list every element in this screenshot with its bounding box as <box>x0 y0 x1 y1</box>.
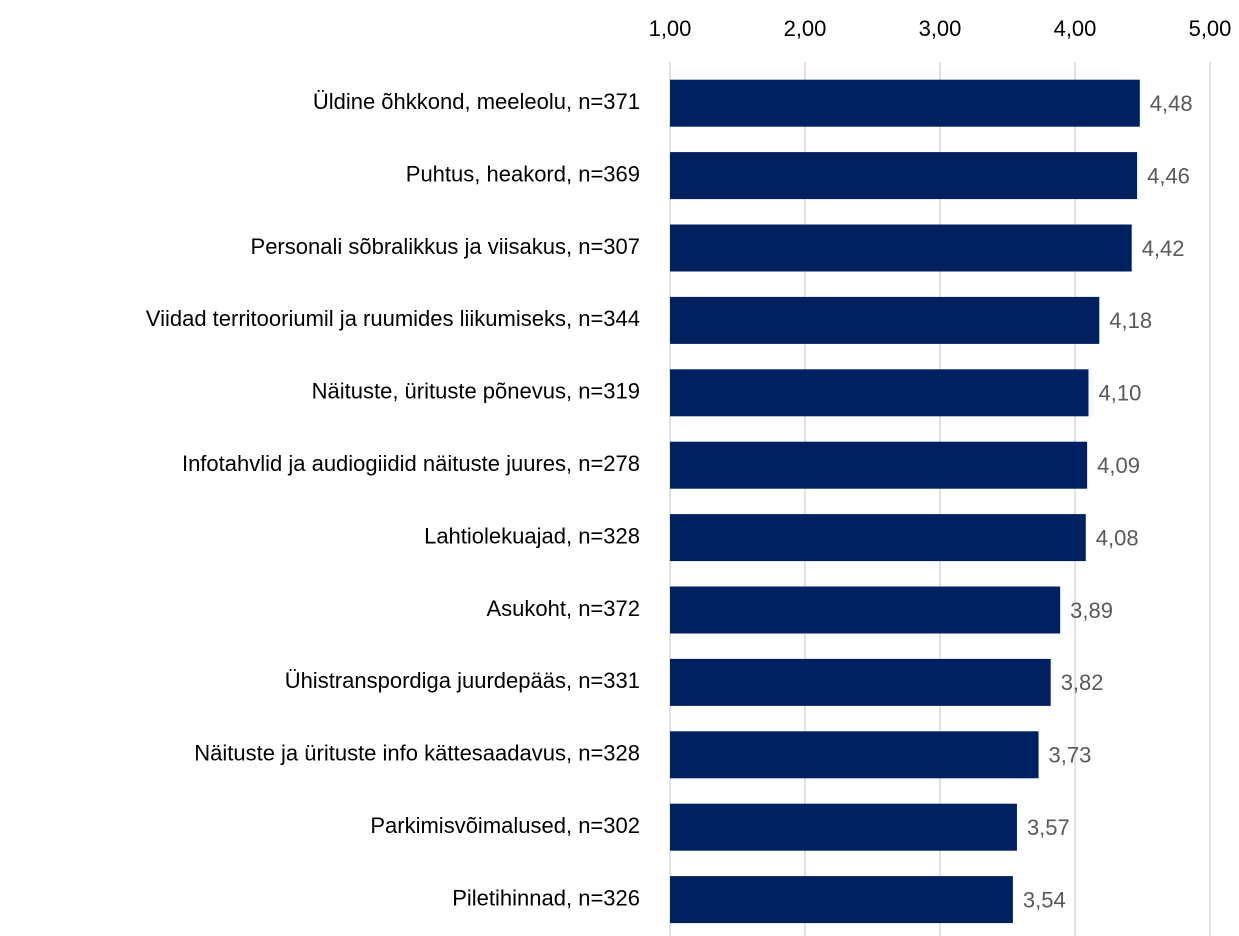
value-label: 4,46 <box>1147 163 1190 188</box>
value-label: 4,09 <box>1097 453 1140 478</box>
bar <box>670 152 1138 200</box>
value-label: 4,48 <box>1150 91 1193 116</box>
y-tick-label: Parkimisvõimalused, n=302 <box>370 813 640 838</box>
value-label: 3,54 <box>1023 887 1066 912</box>
y-tick-label: Näituste, ürituste põnevus, n=319 <box>312 379 640 404</box>
bar <box>670 803 1017 851</box>
y-tick-label: Piletihinnad, n=326 <box>452 885 640 910</box>
value-label: 3,82 <box>1061 670 1104 695</box>
value-label: 4,08 <box>1096 525 1139 550</box>
bar <box>670 296 1100 344</box>
bar <box>670 79 1140 127</box>
bar <box>670 441 1088 489</box>
bar <box>670 731 1039 779</box>
value-label: 3,57 <box>1027 815 1070 840</box>
x-tick-label: 1,00 <box>649 16 692 41</box>
y-tick-label: Üldine õhkkond, meeleolu, n=371 <box>313 89 640 114</box>
bar <box>670 514 1086 562</box>
value-label: 4,18 <box>1109 308 1152 333</box>
y-tick-label: Näituste ja ürituste info kättesaadavus,… <box>194 741 640 766</box>
value-label: 4,42 <box>1142 236 1185 261</box>
x-tick-label: 3,00 <box>919 16 962 41</box>
y-tick-label: Infotahvlid ja audiogiidid näituste juur… <box>182 451 640 476</box>
y-tick-label: Lahtiolekuajad, n=328 <box>424 523 640 548</box>
y-tick-label: Viidad territooriumil ja ruumides liikum… <box>146 306 640 331</box>
bar <box>670 876 1013 924</box>
y-tick-label: Personali sõbralikkus ja viisakus, n=307 <box>251 234 640 259</box>
y-tick-label: Ühistranspordiga juurdepääs, n=331 <box>285 668 640 693</box>
x-tick-label: 2,00 <box>784 16 827 41</box>
bar <box>670 224 1132 272</box>
y-tick-label: Puhtus, heakord, n=369 <box>406 161 640 186</box>
value-label: 3,89 <box>1070 598 1113 623</box>
bar <box>670 369 1089 417</box>
value-label: 4,10 <box>1099 381 1142 406</box>
bar <box>670 658 1051 706</box>
y-tick-label: Asukoht, n=372 <box>486 596 640 621</box>
value-label: 3,73 <box>1049 743 1092 768</box>
x-tick-label: 5,00 <box>1189 16 1232 41</box>
x-tick-label: 4,00 <box>1054 16 1097 41</box>
bar <box>670 586 1061 634</box>
